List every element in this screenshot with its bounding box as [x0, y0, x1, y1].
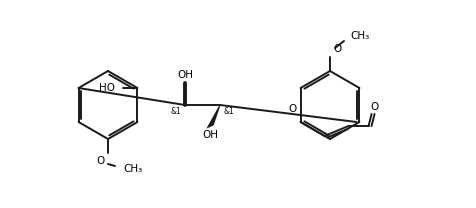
Text: O: O [288, 104, 297, 114]
Text: CH₃: CH₃ [350, 31, 369, 41]
Text: &1: &1 [223, 106, 234, 115]
Text: &1: &1 [170, 106, 181, 115]
Polygon shape [207, 105, 221, 129]
Text: O: O [97, 156, 105, 166]
Text: OH: OH [202, 130, 218, 140]
Text: CH₃: CH₃ [123, 164, 142, 174]
Text: O: O [370, 102, 379, 112]
Text: O: O [333, 44, 341, 54]
Text: HO: HO [99, 83, 116, 93]
Text: OH: OH [177, 70, 193, 80]
